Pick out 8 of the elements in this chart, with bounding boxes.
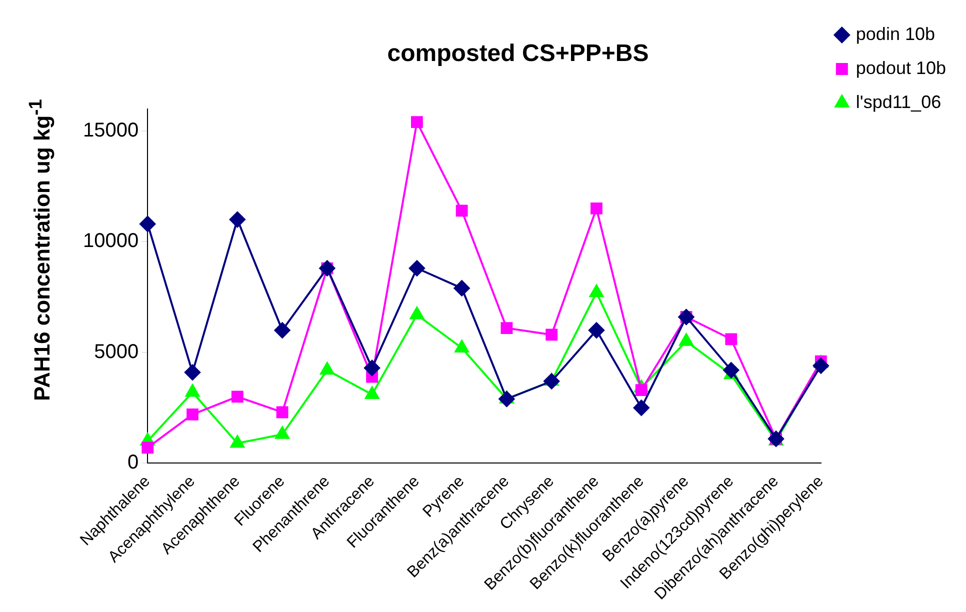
y-tick-label: 0 [127, 452, 139, 474]
y-tick-label: 10000 [82, 230, 139, 252]
legend-label: podout 10b [856, 58, 946, 78]
legend-label: l'spd11_06 [856, 92, 942, 112]
legend-label: podin 10b [856, 24, 935, 44]
y-tick-label: 5000 [94, 340, 139, 363]
y-tick-label: 15000 [82, 119, 139, 142]
chart-title: composted CS+PP+BS [387, 40, 649, 68]
